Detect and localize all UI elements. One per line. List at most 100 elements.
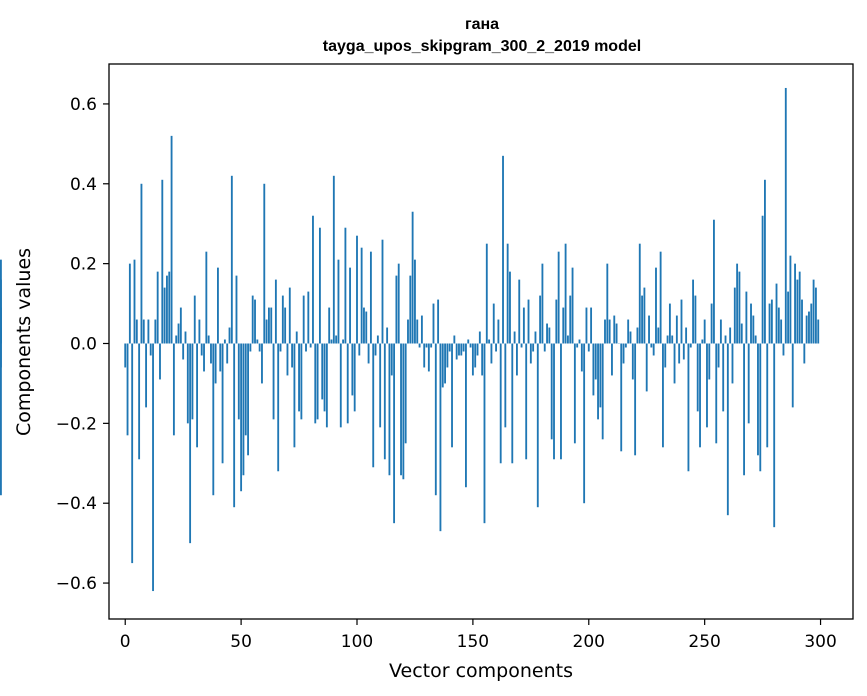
bar: [432, 303, 435, 344]
bar: [631, 343, 634, 380]
bar: [339, 343, 342, 428]
bar: [446, 343, 449, 368]
bar: [411, 211, 414, 344]
bar: [747, 343, 750, 424]
x-tick-label: 250: [688, 632, 720, 652]
bar: [703, 319, 706, 344]
bar: [733, 287, 736, 344]
bar: [777, 307, 780, 344]
bar: [532, 343, 535, 352]
bar: [817, 319, 820, 344]
bar: [163, 287, 166, 344]
bar: [685, 327, 688, 344]
y-axis: −0.6 −0.4 −0.2 0.0 0.2 0.4 0.6: [56, 95, 109, 594]
chart-subtitle: tayga_upos_skipgram_300_2_2019 model: [323, 38, 641, 55]
bar: [270, 307, 273, 344]
bar: [726, 343, 729, 516]
bar: [740, 323, 743, 344]
bar: [344, 227, 347, 344]
bar: [675, 315, 678, 344]
bar: [265, 319, 268, 344]
y-tick-label: −0.2: [56, 414, 97, 434]
bar: [671, 335, 674, 344]
bar: [713, 219, 715, 344]
bar: [367, 343, 370, 364]
bar: [258, 343, 261, 352]
bar: [643, 287, 646, 344]
bar: [235, 275, 238, 344]
bar: [682, 343, 685, 360]
bar: [274, 279, 277, 344]
bar: [434, 343, 437, 496]
bar: [659, 251, 662, 344]
bar: [576, 343, 579, 348]
bar: [240, 343, 243, 492]
bar: [525, 343, 528, 460]
bar: [738, 271, 741, 344]
bar: [796, 279, 799, 344]
bar: [353, 343, 356, 412]
x-tick-label: 150: [457, 632, 489, 652]
bar: [629, 331, 632, 344]
bar: [321, 343, 324, 400]
bar: [636, 327, 639, 344]
bar: [332, 175, 335, 344]
y-tick-label: 0.4: [70, 175, 97, 195]
bar: [376, 335, 379, 344]
bar: [465, 343, 467, 488]
plot-frame: [108, 63, 854, 620]
bar: [662, 343, 664, 448]
bar: [594, 343, 597, 380]
bar: [666, 335, 669, 344]
bar: [527, 299, 530, 344]
bar: [298, 343, 300, 412]
bar: [314, 343, 317, 424]
bar: [237, 343, 240, 420]
bar: [782, 343, 785, 356]
x-tick-label: 200: [573, 632, 605, 652]
bar: [680, 299, 683, 344]
bar: [156, 271, 159, 344]
bar: [335, 335, 338, 344]
bar: [323, 343, 326, 412]
bar: [455, 343, 458, 360]
bar: [657, 327, 660, 344]
bar: [775, 283, 778, 344]
bar: [692, 279, 694, 344]
bar: [601, 343, 604, 440]
bar: [223, 339, 226, 344]
bar: [462, 343, 465, 352]
bar: [226, 343, 229, 364]
bar: [124, 343, 127, 368]
bar: [474, 343, 477, 368]
bar: [736, 263, 739, 344]
bar: [566, 335, 569, 344]
bar: [722, 343, 725, 412]
bar: [346, 343, 349, 424]
bar: [550, 343, 553, 440]
bar: [175, 335, 178, 344]
bar: [606, 263, 609, 344]
bar: [490, 343, 493, 364]
bar: [217, 267, 219, 344]
bar: [599, 343, 602, 408]
bar: [620, 343, 623, 452]
bar: [583, 343, 586, 504]
bar: [706, 343, 708, 428]
bar: [750, 303, 752, 344]
chart-title: гана: [465, 16, 499, 33]
bar: [803, 343, 806, 364]
bar: [170, 135, 173, 344]
bar: [759, 343, 762, 472]
bar: [522, 307, 525, 344]
bar: [142, 319, 145, 344]
bar: [418, 343, 421, 348]
bar: [374, 343, 377, 356]
bar: [553, 343, 555, 460]
bar: [724, 335, 727, 344]
bar: [520, 343, 523, 348]
bar: [0, 259, 2, 344]
bar: [689, 343, 692, 348]
bar: [536, 343, 539, 508]
bar: [328, 307, 331, 344]
